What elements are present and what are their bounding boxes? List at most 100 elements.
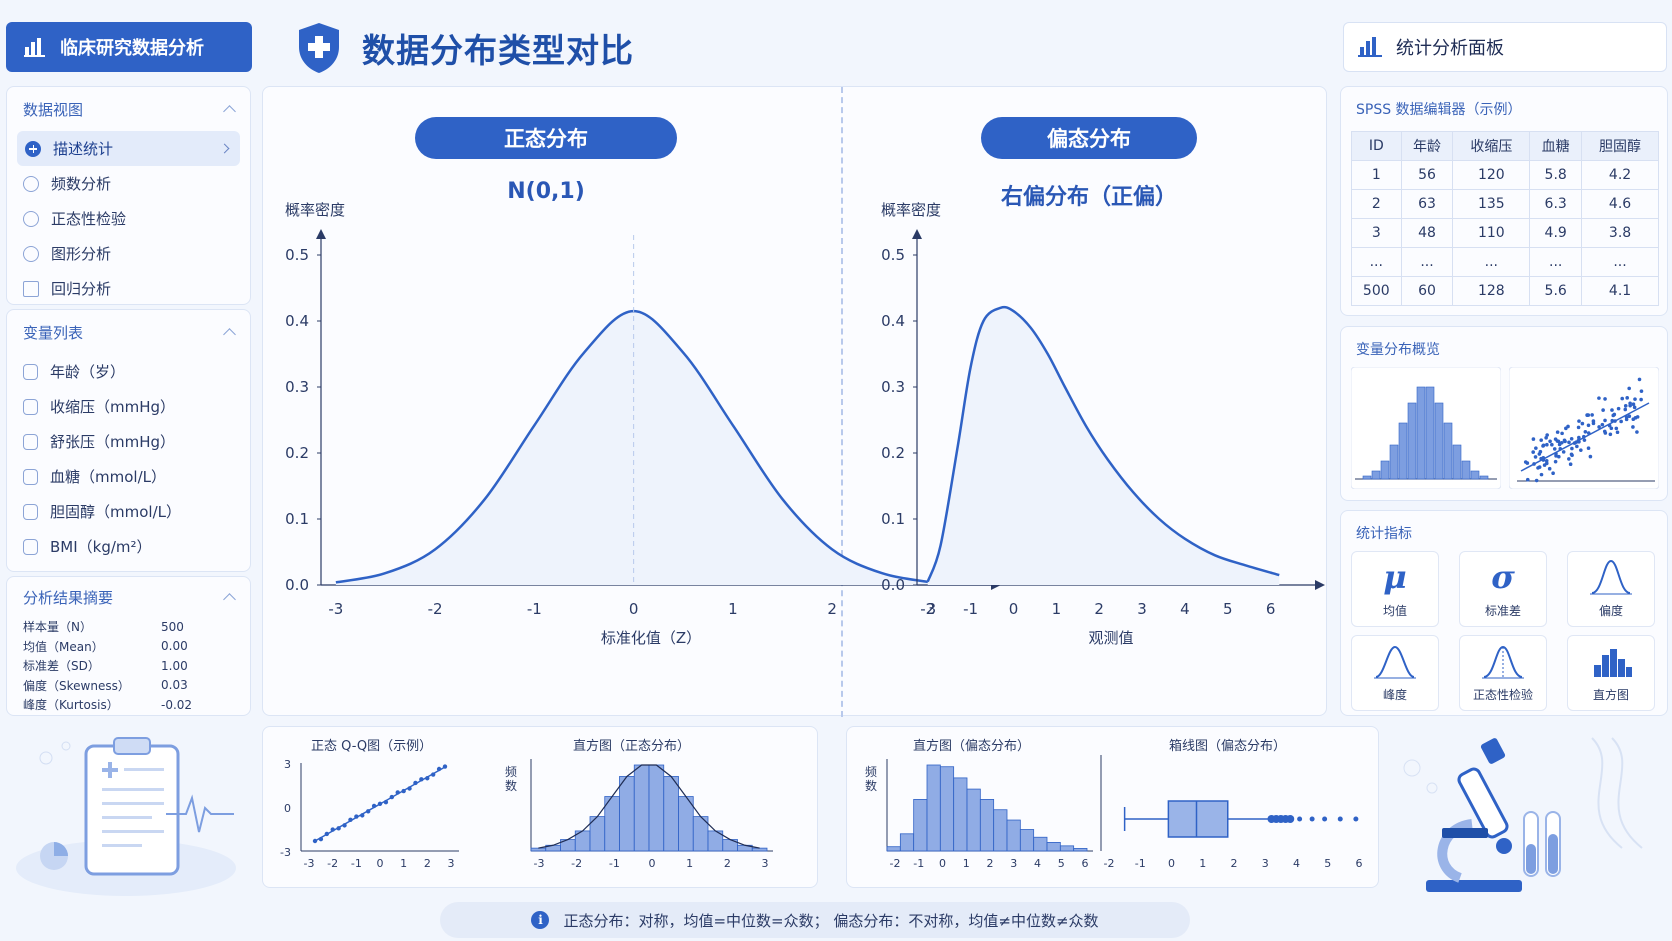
x-tick-label: 0 <box>629 600 639 618</box>
variable-item[interactable]: 血糖（mmol/L） <box>7 459 250 494</box>
overview-scatter-thumb[interactable] <box>1509 367 1659 489</box>
mean-card[interactable]: μ 均值 <box>1351 551 1439 627</box>
summary-header[interactable]: 分析结果摘要 <box>7 577 250 617</box>
scatter-point <box>1533 455 1538 459</box>
scatter-point <box>1633 397 1637 401</box>
table-header-cell[interactable]: 年龄 <box>1400 131 1454 161</box>
variable-item[interactable]: BMI（kg/m²） <box>7 529 250 564</box>
summary-key: 标准差（SD） <box>23 659 100 674</box>
scatter-point <box>1577 419 1581 423</box>
kurtosis-card[interactable]: 峰度 <box>1351 635 1439 711</box>
variable-list-panel: 变量列表 年龄（岁） 收缩压（mmHg） 舒张压（mmHg） 血糖（mmol/L… <box>6 309 251 572</box>
app-brand[interactable]: 临床研究数据分析 <box>6 22 252 72</box>
scatter-point <box>1627 414 1632 419</box>
scatter-point <box>1623 407 1628 412</box>
nav-normality-test[interactable]: 正态性检验 <box>7 201 250 236</box>
qq-x-tick-label: 1 <box>400 857 407 870</box>
stat-label: 标准差 <box>1484 604 1521 618</box>
nav-regression[interactable]: 回归分析 <box>7 271 250 306</box>
table-row[interactable]: 2 63 135 6.3 4.6 <box>1351 189 1659 219</box>
variable-icon <box>23 398 38 415</box>
qq-point <box>413 780 418 786</box>
histogram-card[interactable]: 直方图 <box>1567 635 1655 711</box>
variable-list-header[interactable]: 变量列表 <box>7 310 250 354</box>
x-tick-label: 4 <box>1180 600 1190 618</box>
nav-graph-analysis[interactable]: 图形分析 <box>7 236 250 271</box>
variable-item[interactable]: 胆固醇（mmol/L） <box>7 494 250 529</box>
table-header-cell[interactable]: 收缩压 <box>1452 131 1531 161</box>
summary-panel: 分析结果摘要 样本量（N） 500 均值（Mean） 0.00 标准差（SD） 1.0… <box>6 576 251 716</box>
summary-key: 偏度（Skewness） <box>23 678 130 693</box>
nav-label: 回归分析 <box>51 280 112 298</box>
table-header-cell[interactable]: 血糖 <box>1529 131 1583 161</box>
variable-item[interactable]: 年龄（岁） <box>7 354 250 389</box>
normal-dist-pill[interactable]: 正态分布 <box>415 117 677 159</box>
hist-bar <box>1019 829 1035 852</box>
qq-x-tick-label: 2 <box>424 857 431 870</box>
scatter-point <box>1548 439 1552 444</box>
qq-point <box>348 817 353 822</box>
overview-histogram-thumb[interactable] <box>1351 367 1501 489</box>
spss-table-wrap: ID 年龄 收缩压 血糖 胆固醇 1 56 120 5.8 4.2 2 63 135 6.3 4.6 3 48… <box>1351 131 1659 306</box>
box-outlier <box>1309 816 1315 822</box>
box-x-tick-label: 1 <box>1199 857 1206 870</box>
normality-card[interactable]: 正态性检验 <box>1459 635 1547 711</box>
skewness-card[interactable]: 偏度 <box>1567 551 1655 627</box>
bar-chart-icon <box>24 38 45 57</box>
y-tick-label: 0.1 <box>285 510 309 528</box>
table-header-cell[interactable]: ID <box>1351 131 1402 161</box>
scatter-point <box>1554 454 1558 458</box>
skew-dist-pill[interactable]: 偏态分布 <box>981 117 1197 159</box>
variable-item[interactable]: 收缩压（mmHg） <box>7 389 250 424</box>
scatter-point <box>1553 459 1558 464</box>
table-row[interactable]: 500 60 128 5.6 4.1 <box>1351 276 1659 306</box>
table-cell: 48 <box>1400 218 1454 248</box>
hist-x-tick-label: -3 <box>534 857 545 870</box>
table-cell: ... <box>1452 247 1531 277</box>
bottom-right-charts: -2 -1 0 1 2 3 4 5 6 -2 -1 0 1 2 3 4 5 6 <box>886 755 1363 870</box>
summary-row: 样本量（N） 500 <box>7 617 250 637</box>
hist-x-tick-label: 1 <box>686 857 693 870</box>
hist-bar <box>939 766 955 852</box>
scatter-point <box>1639 389 1644 393</box>
table-row[interactable]: 3 48 110 4.9 3.8 <box>1351 218 1659 248</box>
nav-frequency[interactable]: 频数分析 <box>7 166 250 201</box>
stat-label: 峰度 <box>1382 688 1407 702</box>
scatter-point <box>1610 408 1614 412</box>
scatter-point <box>1570 446 1574 451</box>
collapse-chevron-icon[interactable] <box>223 592 236 606</box>
scatter-point <box>1616 406 1621 411</box>
box-x-tick-label: 5 <box>1324 857 1331 870</box>
collapse-chevron-icon[interactable] <box>223 104 236 118</box>
qq-point <box>330 827 335 832</box>
x-tick-label: -1 <box>527 600 542 618</box>
variable-item[interactable]: 舒张压（mmHg） <box>7 424 250 459</box>
qq-point <box>312 838 318 844</box>
summary-row: 峰度（Kurtosis） -0.02 <box>7 695 250 715</box>
scatter-icon <box>23 280 39 297</box>
x-tick-label: 3 <box>1137 600 1147 618</box>
collapse-chevron-icon[interactable] <box>223 327 236 341</box>
table-row[interactable]: 1 56 120 5.8 4.2 <box>1351 160 1659 190</box>
hist-x-tick-label: 2 <box>724 857 731 870</box>
thumb-bar <box>1416 386 1426 480</box>
thumb-bar <box>1371 470 1381 480</box>
qq-point <box>395 790 400 795</box>
normal-dist-subtitle: N(0,1) <box>507 179 585 204</box>
kurtosis-icon <box>1374 645 1416 679</box>
table-cell: ... <box>1400 247 1454 277</box>
table-cell: 128 <box>1452 276 1531 306</box>
sd-card[interactable]: σ 标准差 <box>1459 551 1547 627</box>
table-header-cell[interactable]: 胆固醇 <box>1581 131 1659 161</box>
scatter-point <box>1575 444 1579 449</box>
right-panel-title: 统计分析面板 <box>1396 38 1504 59</box>
scatter-point <box>1553 437 1558 441</box>
table-row[interactable]: ............... <box>1351 247 1659 277</box>
scatter-point <box>1570 453 1574 458</box>
variable-icon <box>23 503 38 520</box>
qq-point <box>401 788 406 794</box>
thumb-bar <box>1398 422 1408 480</box>
nav-descriptive-stats[interactable]: 描述统计 <box>17 131 240 166</box>
data-view-header[interactable]: 数据视图 <box>7 87 250 131</box>
